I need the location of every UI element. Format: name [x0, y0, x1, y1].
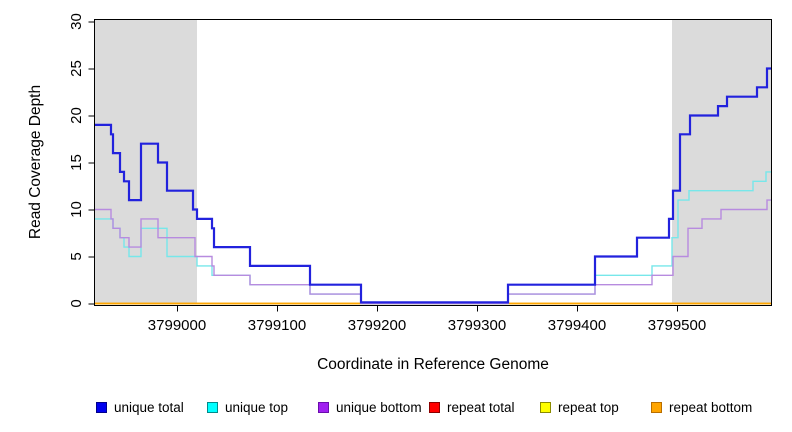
legend-swatch-icon	[96, 401, 107, 413]
legend: unique total unique top unique bottom repea…	[94, 399, 760, 415]
legend-label: repeat top	[558, 399, 619, 415]
legend-item-unique-bottom: unique bottom	[316, 399, 427, 415]
legend-swatch-icon	[540, 401, 551, 413]
y-tick-label: 20	[68, 107, 85, 124]
shaded-bands	[95, 20, 772, 303]
legend-label: unique bottom	[336, 399, 422, 415]
y-tick-label: 5	[68, 252, 85, 260]
y-tick-label: 0	[68, 299, 85, 307]
legend-item-repeat-top: repeat top	[538, 399, 649, 415]
legend-item-unique-total: unique total	[94, 399, 205, 415]
series-lines	[95, 67, 772, 305]
series-line-unique-total	[95, 67, 772, 304]
legend-item-repeat-total: repeat total	[427, 399, 538, 415]
y-axis-label: Read Coverage Depth	[27, 85, 44, 239]
x-tick-label: 3799400	[548, 317, 606, 334]
legend-item-unique-top: unique top	[205, 399, 316, 415]
legend-label: repeat total	[447, 399, 515, 415]
legend-label: unique total	[114, 399, 184, 415]
x-axis: 3799000 3799100 3799200 3799300 3799400 37995…	[148, 305, 706, 334]
legend-label: unique top	[225, 399, 289, 415]
y-tick-label: 15	[68, 154, 85, 171]
legend-swatch-icon	[651, 401, 662, 413]
legend-label: repeat bottom	[669, 399, 753, 415]
repeat-region-right	[672, 20, 772, 303]
legend-item-repeat-bottom: repeat bottom	[649, 399, 760, 415]
x-tick-label: 3799500	[648, 317, 706, 334]
x-tick-label: 3799100	[248, 317, 306, 334]
legend-swatch-icon	[207, 401, 218, 413]
legend-swatch-icon	[318, 401, 329, 413]
x-tick-label: 3799000	[148, 317, 206, 334]
y-tick-label: 10	[68, 201, 85, 218]
x-tick-label: 3799300	[448, 317, 506, 334]
series-line-unique-bottom	[95, 199, 772, 305]
x-tick-label: 3799200	[348, 317, 406, 334]
y-tick-label: 30	[68, 13, 85, 30]
repeat-region-left	[95, 20, 197, 303]
legend-swatch-icon	[429, 401, 440, 413]
y-tick-label: 25	[68, 60, 85, 77]
y-axis: 0 5 10 15 20 25 30	[68, 13, 95, 308]
x-axis-label: Coordinate in Reference Genome	[317, 356, 549, 373]
